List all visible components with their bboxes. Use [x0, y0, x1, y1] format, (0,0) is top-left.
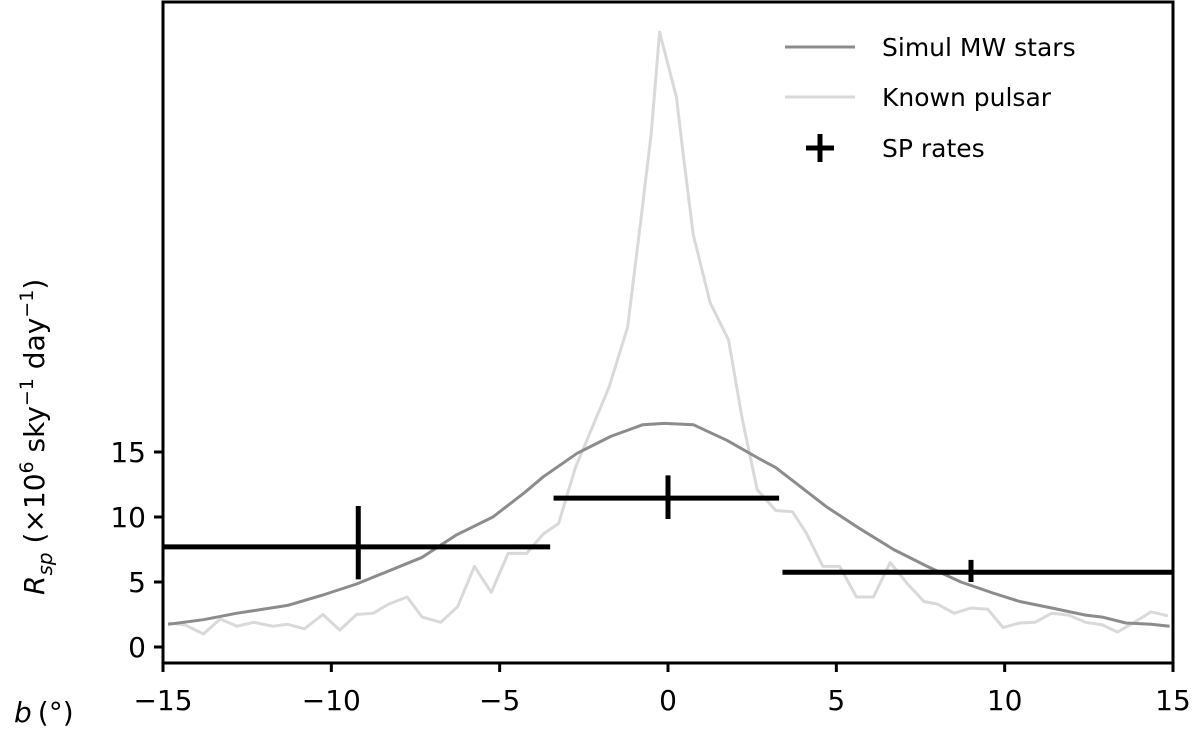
legend-swatch-sp: [806, 134, 834, 162]
sp-rate-errorbar-1: [553, 475, 780, 519]
sp-rate-errorbar-0: [163, 505, 551, 580]
x-tick-label-3: 0: [659, 684, 677, 717]
x-tick-label-1: −10: [302, 684, 361, 717]
ticks: −15 −10 −5 0 5 10 15 0 5 10 15: [110, 436, 1190, 717]
series-line-known-pulsar: [167, 30, 1169, 636]
x-axis-label: b (°): [14, 696, 74, 729]
y-tick-label-3: 15: [110, 436, 146, 469]
x-tick-label-4: 5: [827, 684, 845, 717]
sp-rate-errorbar-2: [782, 559, 1173, 582]
legend: Simul MW stars Known pulsar SP rates: [785, 33, 1076, 163]
x-tick-label-6: 15: [1155, 684, 1191, 717]
y-tick-label-0: 0: [128, 631, 146, 664]
legend-label-simul: Simul MW stars: [882, 33, 1076, 62]
legend-label-sp: SP rates: [882, 134, 985, 163]
y-tick-label-2: 10: [110, 501, 146, 534]
series-line-simul-mw-stars: [167, 421, 1170, 628]
y-axis-label: Rsp (×106 sky−1 day−1): [16, 279, 57, 595]
x-tick-label-5: 10: [987, 684, 1023, 717]
plot-area: [163, 30, 1173, 636]
x-tick-label-2: −5: [479, 684, 520, 717]
x-tick-label-0: −15: [133, 684, 192, 717]
legend-label-pulsar: Known pulsar: [882, 83, 1052, 112]
y-tick-label-1: 5: [128, 566, 146, 599]
